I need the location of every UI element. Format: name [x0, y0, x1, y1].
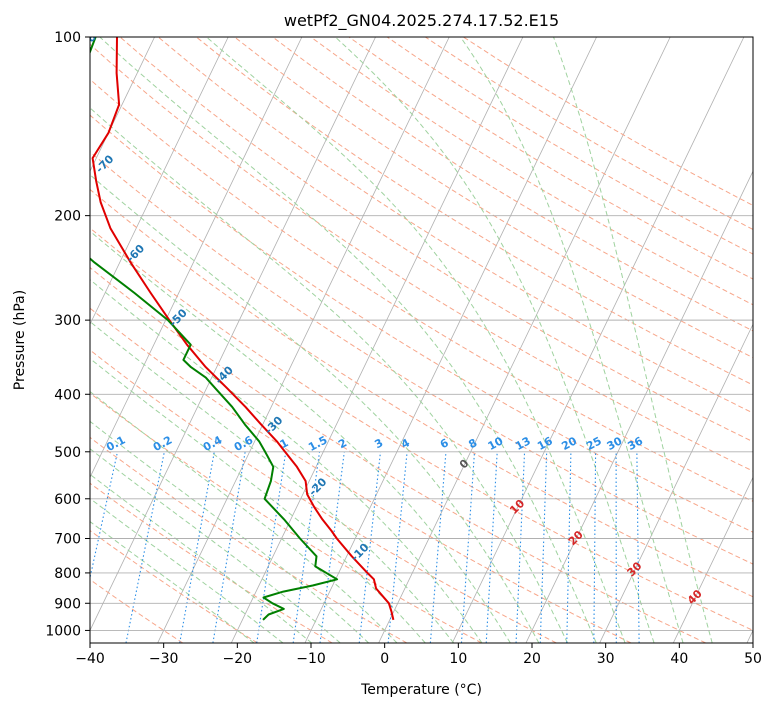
y-tick-label: 600 [54, 492, 81, 508]
x-tick-label: −40 [75, 651, 105, 667]
y-tick-label: 200 [54, 209, 81, 225]
y-tick-label: 300 [54, 313, 81, 329]
y-tick-label: 1000 [45, 623, 81, 639]
y-tick-label: 400 [54, 387, 81, 403]
isotherm-label: -90 [0, 96, 6, 119]
x-tick-label: −10 [296, 651, 326, 667]
x-tick-label: 30 [597, 651, 615, 667]
y-tick-label: 800 [54, 566, 81, 582]
chart-title: wetPf2_GN04.2025.274.17.52.E15 [284, 11, 559, 31]
isotherm-line [0, 37, 7, 643]
x-tick-label: −30 [149, 651, 179, 667]
y-tick-label: 100 [54, 30, 81, 46]
y-axis-label: Pressure (hPa) [12, 290, 28, 390]
x-tick-label: 40 [670, 651, 688, 667]
y-tick-label: 700 [54, 532, 81, 548]
x-tick-label: 10 [449, 651, 467, 667]
x-tick-label: 0 [380, 651, 389, 667]
x-tick-label: 50 [744, 651, 762, 667]
x-axis-label: Temperature (°C) [360, 682, 482, 698]
x-tick-label: 20 [523, 651, 541, 667]
y-tick-label: 500 [54, 445, 81, 461]
x-tick-label: −20 [223, 651, 253, 667]
y-tick-label: 900 [54, 596, 81, 612]
